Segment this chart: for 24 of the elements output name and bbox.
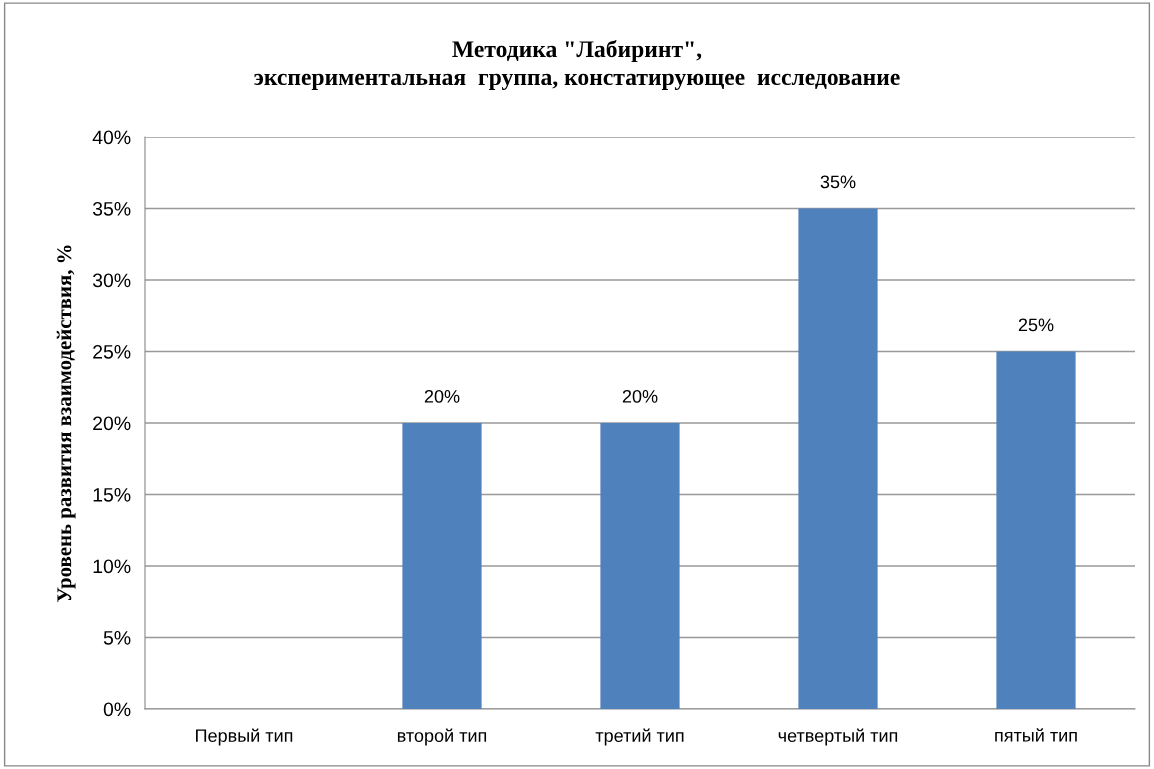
data-label: 20% [622,389,658,403]
y-tick-label: 20% [93,416,131,431]
y-tick-label: 10% [93,559,131,574]
y-tick-label: 5% [103,631,131,645]
y-axis-title: Уровень развития взаимодействия, % [56,245,76,602]
x-tick-label: второй тип [397,728,487,746]
x-tick-label: Первый тип [196,728,293,746]
data-label: 20% [424,389,460,403]
x-tick-label: пятый тип [995,728,1077,742]
bar [402,423,482,709]
bar [996,351,1076,709]
data-label: 25% [1018,318,1054,332]
x-tick-label: третий тип [595,728,684,746]
y-tick-label: 0% [103,702,131,717]
chart-title: Методика "Лабиринт", экспериментальная группа, констатирующее исследование [254,40,900,90]
x-tick-label: четвертый тип [778,728,898,746]
y-tick-label: 35% [92,201,131,216]
y-tick-label: 40% [92,130,131,145]
y-tick-label: 15% [93,488,131,502]
y-tick-label: 25% [93,344,131,359]
data-label: 35% [820,175,856,189]
bar [600,423,680,709]
bar [798,208,878,709]
y-tick-label: 30% [92,273,131,288]
